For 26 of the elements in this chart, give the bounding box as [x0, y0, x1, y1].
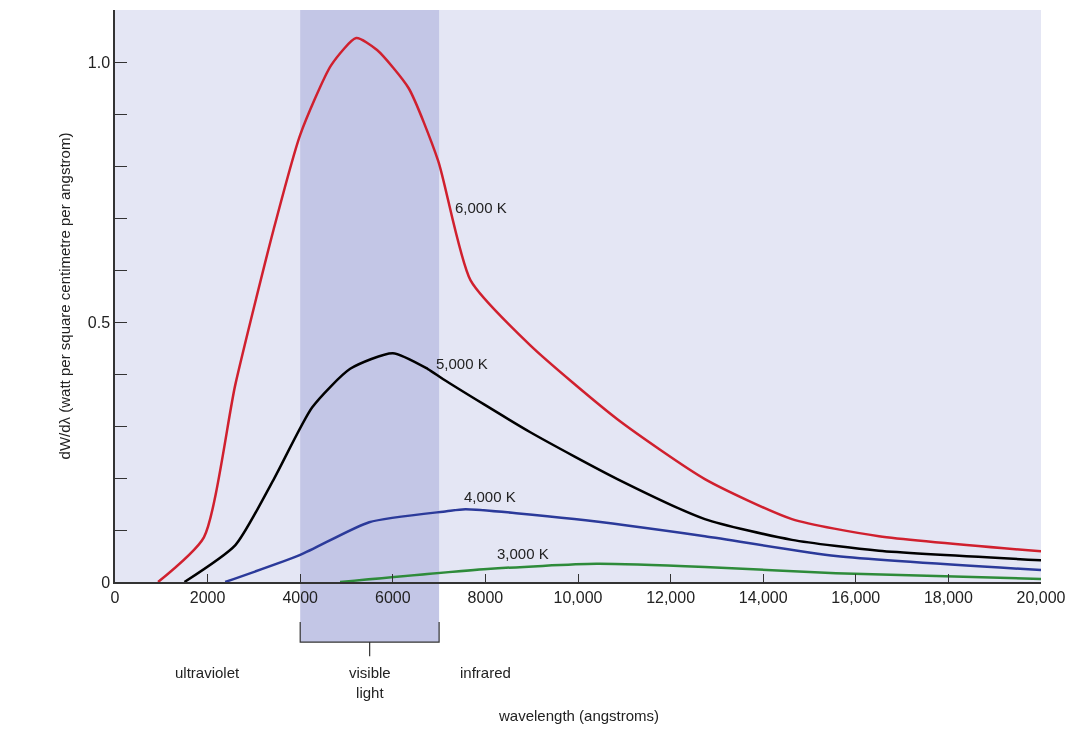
- line-series: [223, 507, 1041, 582]
- line-series: [338, 562, 1041, 582]
- text: infrared: [460, 664, 511, 681]
- line-series: [156, 36, 1041, 582]
- x-tick-label: 18,000: [923, 588, 973, 606]
- x-tick-label: 10,000: [553, 588, 603, 606]
- x-tick-label: 14,000: [738, 588, 788, 606]
- x-tick-label: 6000: [375, 588, 411, 606]
- y-tick-label: 0: [101, 573, 111, 591]
- x-tick-label: 2000: [189, 588, 226, 606]
- series-label: 3,000 K: [497, 545, 549, 562]
- x-tick-label: 4000: [282, 588, 319, 606]
- x-tick-label: 20,000: [1016, 588, 1066, 606]
- band-label: visible light: [349, 664, 391, 701]
- text: ultraviolet: [175, 664, 241, 681]
- x-tick-label: 12,000: [646, 588, 696, 606]
- series-label: 4,000 K: [464, 488, 516, 505]
- y-tick-label: 0.5: [87, 313, 111, 331]
- series-label: 6,000 K: [455, 199, 507, 216]
- x-tick-label: 8000: [467, 588, 504, 606]
- y-axis-title: dW/dλ (watt per square centimetre per angstrom): [55, 132, 73, 460]
- x-tick-label: 16,000: [831, 588, 881, 606]
- text: wavelength (angstroms): [498, 707, 660, 724]
- line-series: [183, 351, 1041, 582]
- y-tick-label: 1.0: [87, 53, 111, 71]
- series-label: 5,000 K: [436, 355, 488, 372]
